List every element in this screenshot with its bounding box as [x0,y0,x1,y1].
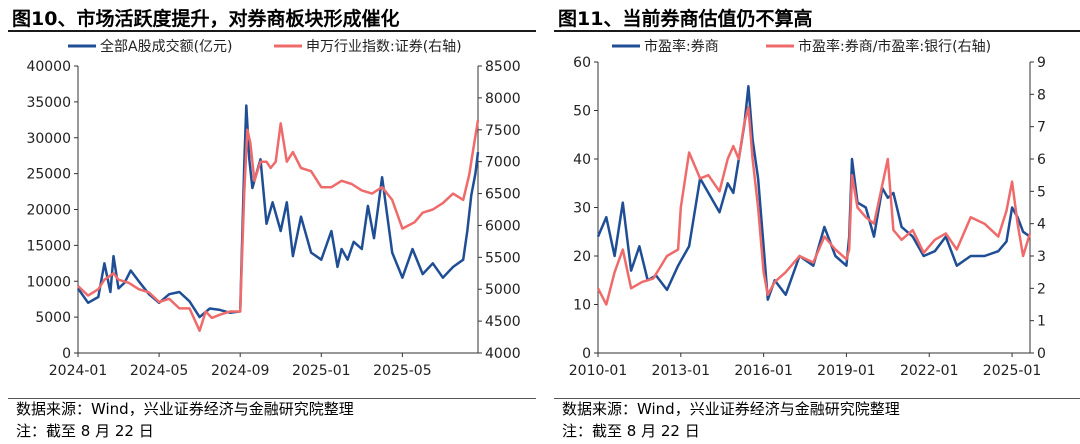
legend-label-1: 市盈率:券商 [644,38,719,55]
x-tick-label: 2022-01 [900,363,959,379]
y-right-tick-label: 8500 [485,59,521,75]
footer-divider [554,398,1080,399]
x-tick-label: 2025-01 [292,363,351,379]
y-right-tick-label: 8000 [485,91,521,107]
y-right-tick-label: 5500 [485,250,521,266]
chart-title: 图11、当前券商估值仍不算高 [558,8,813,30]
y-left-tick-label: 60 [573,55,591,71]
y-right-tick-label: 8 [1037,87,1046,103]
series-line-1 [596,85,1031,301]
y-left-tick-label: 30 [573,201,591,217]
y-right-tick-label: 7000 [485,155,521,171]
x-tick-label: 2024-05 [130,363,189,379]
y-right-tick-label: 3 [1037,249,1046,265]
y-right-tick-label: 1 [1037,314,1046,330]
x-tick-label: 2010-01 [569,363,628,379]
y-right-tick-label: 4500 [485,314,521,330]
y-left-tick-label: 30000 [26,131,71,147]
x-tick-label: 2013-01 [652,363,711,379]
chart-panel-10: 图10、市场活跃度提升，对券商板块形成催化 0 5000 10000 15000 200… [8,0,536,444]
y-left-tick-label: 40 [573,152,591,168]
chart-panel-11: 图11、当前券商估值仍不算高 0 10 20 30 40 50 60 0 1 2 3 4 5 6 7 8 9 20… [554,0,1080,444]
y-right-tick-label: 4 [1037,217,1046,233]
legend-label-1: 全部A股成交额(亿元) [100,38,233,55]
y-left-tick-label: 5000 [35,310,71,326]
legend-label-2: 申万行业指数:证券(右轴) [306,39,462,55]
y-right-tick-label: 6 [1037,152,1046,168]
chart-11-plot: 0 10 20 30 40 50 60 0 1 2 3 4 5 6 7 8 9 2010-01 2013-01 201… [569,38,1046,379]
x-tick-label: 2024-01 [49,363,108,379]
y-right-tick-label: 7500 [485,123,521,139]
x-tick-label: 2025-01 [983,363,1042,379]
legend-label-2: 市盈率:券商/市盈率:银行(右轴) [798,38,991,55]
y-left-tick-label: 40000 [26,59,71,75]
footer-divider [8,398,536,399]
y-right-tick-label: 0 [1037,346,1046,362]
y-right-tick-label: 5 [1037,184,1046,200]
series-line-2 [596,106,1032,306]
y-left-tick-label: 0 [582,346,591,362]
x-tick-label: 2025-05 [373,363,432,379]
y-right-tick-label: 2 [1037,281,1046,297]
y-right-tick-label: 5000 [485,282,521,298]
y-left-tick-label: 20000 [26,203,71,219]
y-left-tick-label: 50 [573,104,591,120]
y-right-tick-label: 9 [1037,55,1046,71]
y-left-tick-label: 20 [573,249,591,265]
title-divider [554,30,1080,32]
date-note: 注：截至 8 月 22 日 [16,422,154,440]
y-right-tick-label: 4000 [485,346,521,362]
y-left-tick-label: 15000 [26,238,71,254]
x-tick-label: 2016-01 [734,363,793,379]
x-tick-label: 2024-09 [211,363,270,379]
y-left-tick-label: 10000 [26,274,71,290]
y-left-tick-label: 35000 [26,95,71,111]
chart-title: 图10、市场活跃度提升，对券商板块形成催化 [12,8,400,30]
chart-10-plot: 0 5000 10000 15000 20000 25000 30000 35000 40000… [26,38,521,379]
data-source-note: 数据来源：Wind，兴业证券经济与金融研究院整理 [562,400,900,418]
date-note: 注：截至 8 月 22 日 [562,422,700,440]
series-line-1 [76,104,480,319]
y-right-tick-label: 6000 [485,218,521,234]
data-source-note: 数据来源：Wind，兴业证券经济与金融研究院整理 [16,400,354,418]
x-tick-label: 2019-01 [817,363,876,379]
title-divider [8,30,536,32]
y-left-tick-label: 0 [62,346,71,362]
y-left-tick-label: 10 [573,298,591,314]
y-right-tick-label: 6500 [485,187,521,203]
y-left-tick-label: 25000 [26,167,71,183]
y-right-tick-label: 7 [1037,120,1046,136]
series-line-2 [77,119,480,332]
